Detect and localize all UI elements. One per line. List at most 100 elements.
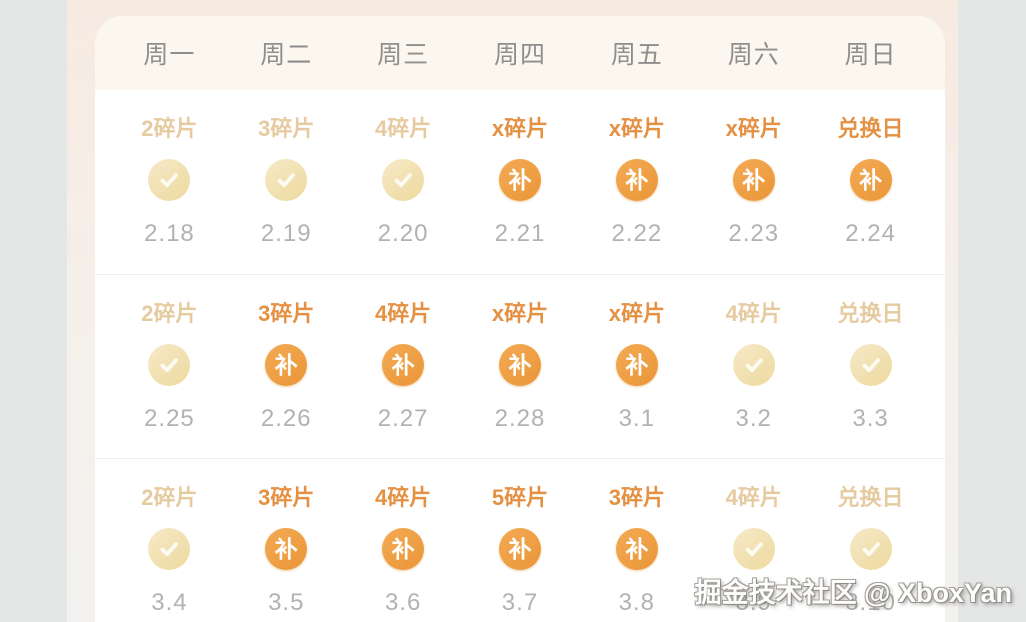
- day-cell-3.7: 5碎片补 3.7: [462, 459, 579, 622]
- day-cell-2.23: x碎片补 2.23: [695, 90, 812, 274]
- checkmark-icon: [265, 159, 308, 201]
- makeup-badge-label: 补: [391, 535, 415, 562]
- date-label: 3.6: [384, 589, 422, 616]
- week-row-1: 2碎片 2.18 3碎片 2.19 4碎片 2.20 x碎片补 2.21 x碎片补 2.22 x碎片…: [95, 90, 945, 274]
- calendar-body: 2碎片 2.18 3碎片 2.19 4碎片 2.20 x碎片补 2.21 x碎片补 2.22 x碎片…: [95, 90, 945, 622]
- makeup-badge-label: 补: [625, 351, 649, 378]
- date-label: 3.3: [852, 405, 889, 432]
- checkin-calendar-card: 周一 周二 周三 周四 周五 周六 周日 2碎片 2.18 3碎片 2.19 4碎片 2.20 x碎片补…: [95, 16, 945, 622]
- makeup-badge[interactable]: 补: [265, 528, 308, 570]
- day-cell-2.20: 4碎片 2.20: [345, 90, 462, 274]
- makeup-badge[interactable]: 补: [615, 528, 658, 570]
- date-label: 2.23: [728, 220, 780, 247]
- fragment-label: 4碎片: [725, 301, 782, 326]
- fragment-label: x碎片: [491, 301, 549, 326]
- day-cell-3.5: 3碎片补 3.5: [228, 459, 345, 622]
- makeup-badge[interactable]: 补: [498, 159, 541, 201]
- makeup-badge-label: 补: [742, 166, 766, 193]
- date-label: 2.25: [144, 405, 195, 432]
- date-label: 3.4: [151, 589, 188, 616]
- day-cell-3.10: 兑换日 3.10: [812, 459, 929, 622]
- date-label: 3.8: [618, 589, 656, 616]
- makeup-badge[interactable]: 补: [382, 528, 425, 570]
- date-label: 3.9: [735, 589, 772, 616]
- fragment-label: 2碎片: [141, 301, 198, 326]
- day-cell-2.28: x碎片补 2.28: [462, 275, 579, 458]
- weekday-label-3: 周三: [377, 41, 430, 69]
- day-cell-3.9: 4碎片 3.9: [695, 459, 812, 622]
- date-label: 3.10: [845, 589, 896, 616]
- date-label: 2.19: [260, 220, 312, 247]
- date-label: 3.1: [618, 405, 656, 432]
- date-label: 2.28: [494, 405, 546, 432]
- fragment-label: x碎片: [725, 116, 782, 141]
- date-label: 2.27: [377, 405, 429, 432]
- date-label: 2.18: [144, 220, 195, 247]
- weekday-label-7: 周日: [844, 41, 897, 69]
- weekday-label-4: 周四: [493, 41, 546, 69]
- fragment-label: 3碎片: [608, 485, 665, 510]
- makeup-badge[interactable]: 补: [265, 344, 308, 386]
- makeup-badge-label: 补: [274, 351, 298, 378]
- makeup-badge-label: 补: [625, 166, 649, 193]
- day-cell-3.4: 2碎片 3.4: [111, 459, 228, 622]
- makeup-badge-label: 补: [508, 166, 532, 193]
- makeup-badge-label: 补: [274, 535, 298, 562]
- fragment-label: 3碎片: [258, 116, 315, 141]
- fragment-label: 2碎片: [141, 485, 198, 510]
- checkmark-icon: [148, 159, 191, 201]
- day-cell-2.24: 兑换日补 2.24: [812, 90, 929, 274]
- date-label: 2.21: [494, 220, 546, 247]
- week-row-2: 2碎片 2.25 3碎片补 2.26 4碎片补 2.27 x碎片补 2.28 x碎片补 3.1 4碎…: [95, 274, 945, 458]
- fragment-label: 3碎片: [258, 301, 315, 326]
- makeup-badge-label: 补: [508, 535, 532, 562]
- weekday-label-2: 周二: [260, 41, 313, 69]
- fragment-label: x碎片: [608, 301, 665, 326]
- date-label: 3.5: [268, 589, 305, 616]
- day-cell-3.3: 兑换日 3.3: [812, 275, 929, 458]
- fragment-label: 5碎片: [491, 485, 549, 510]
- watermark: 掘金技术社区 @ XboxYan: [694, 578, 1012, 608]
- day-cell-2.27: 4碎片补 2.27: [345, 275, 462, 458]
- weekday-label-6: 周六: [727, 41, 780, 69]
- fragment-label: 兑换日: [837, 301, 904, 326]
- date-label: 2.20: [377, 220, 429, 247]
- checkmark-icon: [849, 528, 892, 570]
- date-label: 2.22: [611, 220, 663, 247]
- date-label: 2.26: [260, 405, 312, 432]
- checkmark-icon: [849, 344, 892, 386]
- fragment-label: 4碎片: [375, 301, 432, 326]
- makeup-badge[interactable]: 补: [382, 344, 425, 386]
- day-cell-3.6: 4碎片补 3.6: [345, 459, 462, 622]
- day-cell-3.8: 3碎片补 3.8: [578, 459, 695, 622]
- fragment-label: 3碎片: [258, 485, 315, 510]
- weekday-label-5: 周五: [610, 41, 663, 69]
- checkmark-icon: [148, 528, 191, 570]
- makeup-badge-label: 补: [625, 535, 649, 562]
- makeup-badge[interactable]: 补: [732, 159, 775, 201]
- fragment-label: x碎片: [491, 116, 549, 141]
- day-cell-2.26: 3碎片补 2.26: [228, 275, 345, 458]
- makeup-badge-label: 补: [508, 351, 532, 378]
- fragment-label: 4碎片: [375, 116, 432, 141]
- makeup-badge[interactable]: 补: [615, 344, 658, 386]
- week-row-3: 2碎片 3.4 3碎片补 3.5 4碎片补 3.6 5碎片补 3.7 3碎片补 3.8 4碎片 3.9…: [95, 458, 945, 622]
- day-cell-2.22: x碎片补 2.22: [578, 90, 695, 274]
- makeup-badge[interactable]: 补: [498, 528, 541, 570]
- makeup-badge[interactable]: 补: [498, 344, 541, 386]
- day-cell-2.21: x碎片补 2.21: [462, 90, 579, 274]
- fragment-label: 4碎片: [725, 485, 782, 510]
- checkmark-icon: [148, 344, 191, 386]
- weekday-label-1: 周一: [143, 41, 196, 69]
- weekday-header-row: 周一 周二 周三 周四 周五 周六 周日: [95, 16, 945, 90]
- makeup-badge[interactable]: 补: [849, 159, 892, 201]
- makeup-badge-label: 补: [391, 351, 415, 378]
- checkmark-icon: [382, 159, 425, 201]
- fragment-label: 4碎片: [375, 485, 432, 510]
- day-cell-2.25: 2碎片 2.25: [111, 275, 228, 458]
- date-label: 3.7: [501, 589, 539, 616]
- makeup-badge[interactable]: 补: [615, 159, 658, 201]
- day-cell-2.18: 2碎片 2.18: [111, 90, 228, 274]
- fragment-label: 兑换日: [837, 116, 904, 141]
- checkmark-icon: [732, 528, 775, 570]
